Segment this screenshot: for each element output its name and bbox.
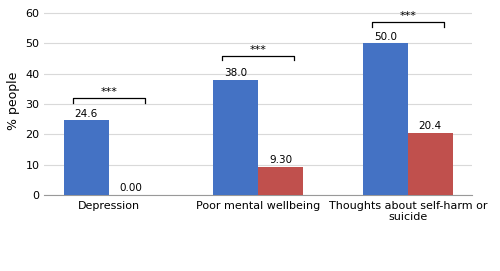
Bar: [408, 133, 453, 195]
Bar: [363, 43, 408, 195]
Text: 38.0: 38.0: [224, 68, 248, 78]
Text: 24.6: 24.6: [74, 109, 98, 119]
Text: ***: ***: [400, 11, 416, 21]
Bar: [258, 167, 303, 195]
Text: ***: ***: [250, 45, 266, 54]
Text: 20.4: 20.4: [418, 121, 442, 131]
Text: 0.00: 0.00: [120, 183, 142, 193]
Text: ***: ***: [100, 87, 117, 97]
Y-axis label: % people: % people: [7, 72, 20, 130]
Text: 9.30: 9.30: [269, 155, 292, 165]
Text: 50.0: 50.0: [374, 31, 397, 41]
Bar: [64, 120, 109, 195]
Bar: [214, 80, 258, 195]
